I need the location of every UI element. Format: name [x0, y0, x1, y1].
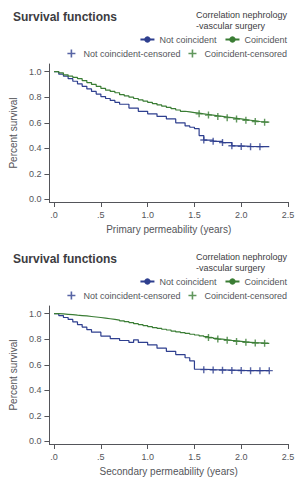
svg-text:2.0: 2.0 — [235, 210, 248, 220]
svg-text:1.0: 1.0 — [141, 452, 154, 462]
svg-text:Not coincident: Not coincident — [159, 277, 217, 287]
svg-text:Coincident-censored: Coincident-censored — [204, 291, 287, 301]
svg-text:Survival functions: Survival functions — [13, 10, 117, 24]
svg-text:Primary permeability (years): Primary permeability (years) — [106, 224, 231, 235]
svg-text:Survival functions: Survival functions — [13, 252, 117, 266]
svg-text:Not coincident-censored: Not coincident-censored — [83, 49, 180, 59]
svg-text:2.0: 2.0 — [235, 452, 248, 462]
svg-text:.0: .0 — [50, 452, 58, 462]
svg-text:1.0: 1.0 — [141, 210, 154, 220]
svg-text:-vascular surgery: -vascular surgery — [196, 263, 266, 273]
svg-text:0.6: 0.6 — [29, 360, 42, 370]
svg-text:Correlation nephrology: Correlation nephrology — [196, 10, 288, 20]
svg-text:0.0: 0.0 — [29, 436, 42, 446]
svg-text:1.5: 1.5 — [188, 210, 201, 220]
svg-text:0.8: 0.8 — [29, 334, 42, 344]
svg-text:Coincident-censored: Coincident-censored — [204, 49, 287, 59]
svg-text:1.5: 1.5 — [188, 452, 201, 462]
svg-text:.5: .5 — [97, 452, 105, 462]
svg-text:1.0: 1.0 — [29, 309, 42, 319]
svg-text:Coincident: Coincident — [244, 35, 287, 45]
svg-text:0.4: 0.4 — [29, 143, 42, 153]
svg-text:Not coincident: Not coincident — [159, 35, 217, 45]
svg-text:2.5: 2.5 — [282, 210, 295, 220]
svg-text:-vascular surgery: -vascular surgery — [196, 21, 266, 31]
svg-text:Coincident: Coincident — [244, 277, 287, 287]
svg-text:0.2: 0.2 — [29, 169, 42, 179]
svg-text:0.2: 0.2 — [29, 411, 42, 421]
svg-text:Correlation nephrology: Correlation nephrology — [196, 252, 288, 262]
svg-text:0.0: 0.0 — [29, 194, 42, 204]
svg-text:2.5: 2.5 — [282, 452, 295, 462]
svg-text:Percent survival: Percent survival — [8, 339, 19, 410]
svg-text:1.0: 1.0 — [29, 67, 42, 77]
svg-text:0.8: 0.8 — [29, 92, 42, 102]
svg-text:Not coincident-censored: Not coincident-censored — [83, 291, 180, 301]
svg-text:0.4: 0.4 — [29, 385, 42, 395]
svg-text:Percent survival: Percent survival — [8, 97, 19, 168]
svg-text:Secondary permeability (years): Secondary permeability (years) — [100, 466, 238, 477]
svg-text:0.6: 0.6 — [29, 118, 42, 128]
svg-text:.0: .0 — [50, 210, 58, 220]
svg-text:.5: .5 — [97, 210, 105, 220]
